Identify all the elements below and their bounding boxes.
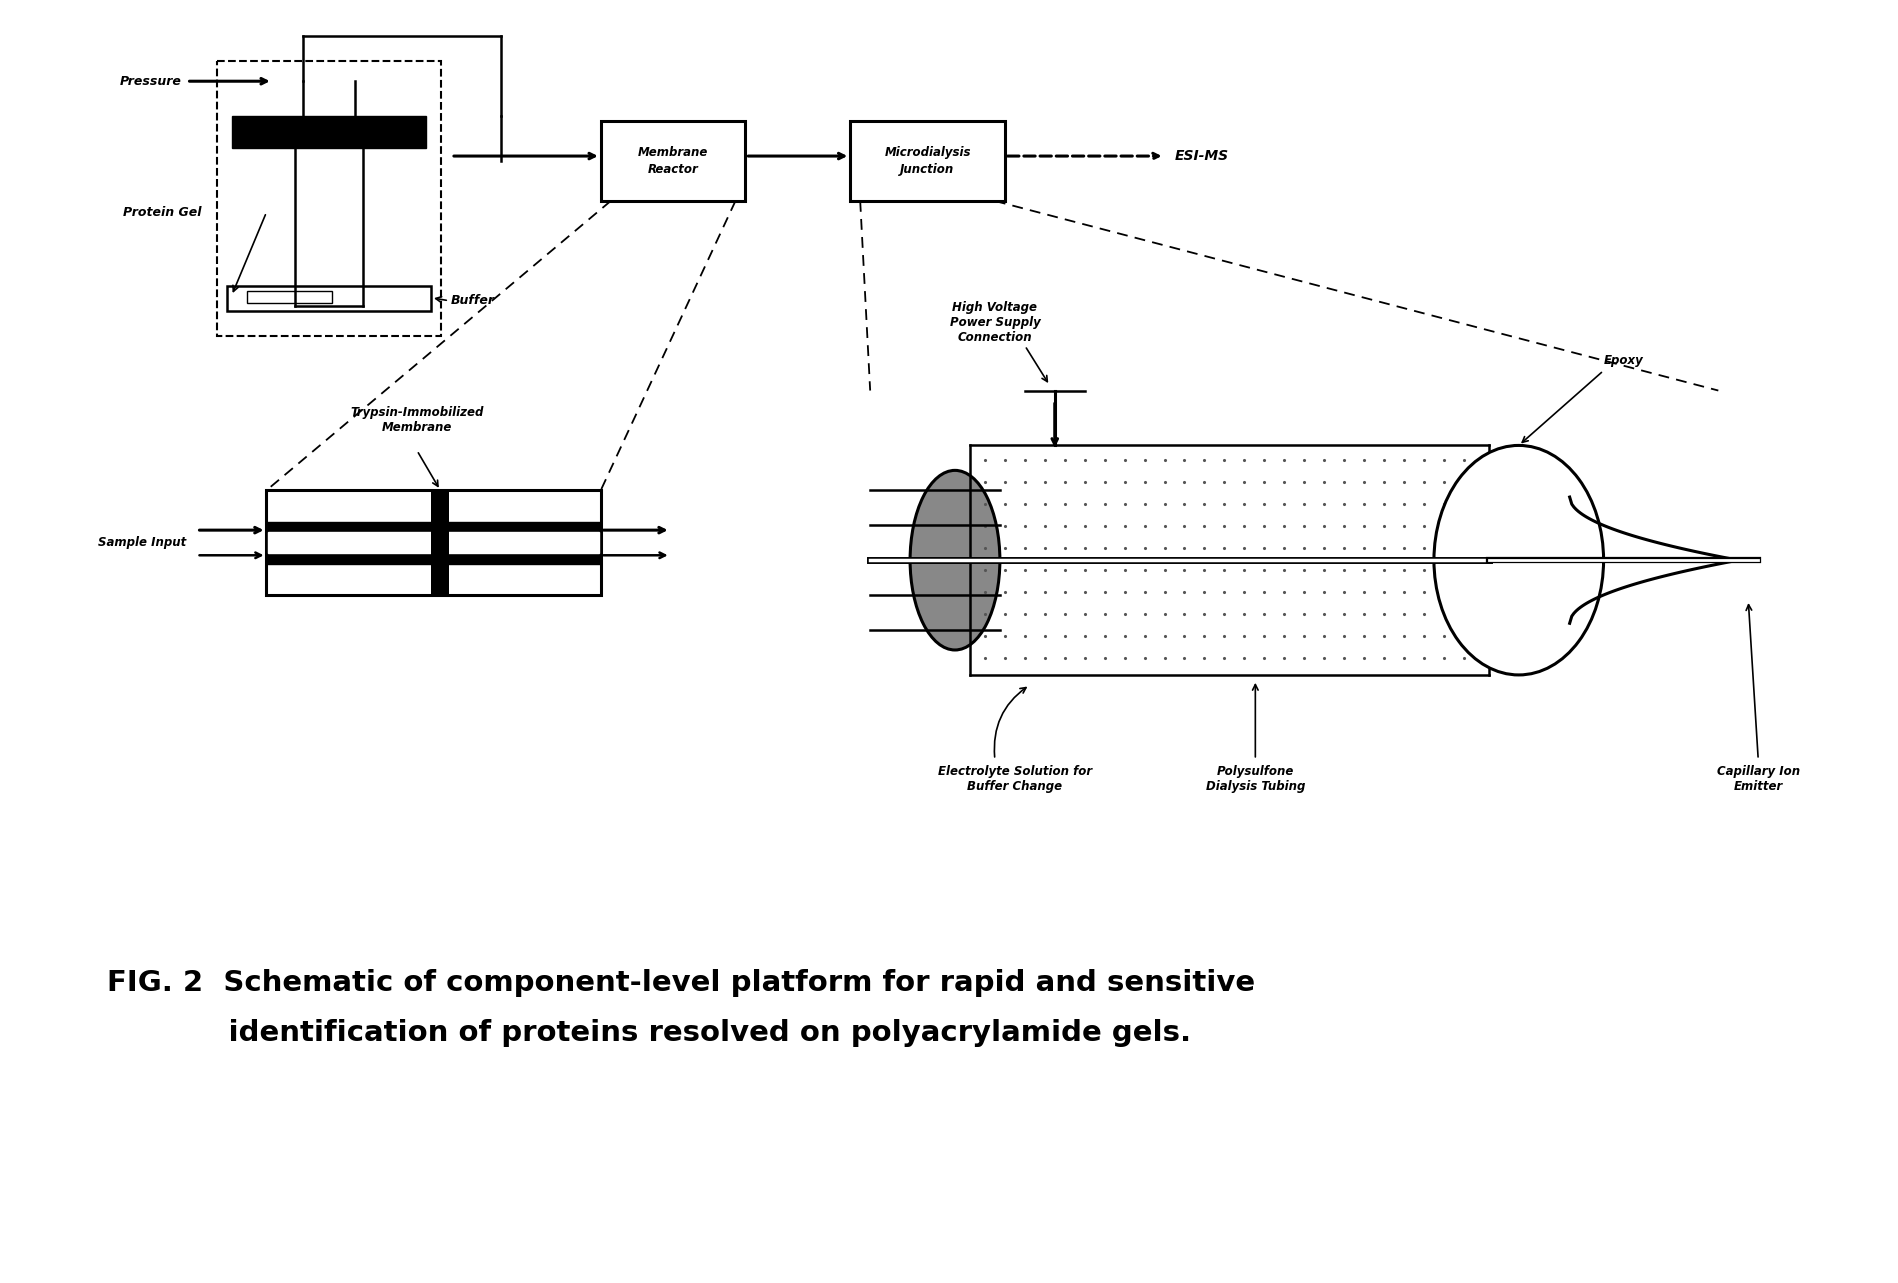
Text: Buffer: Buffer: [452, 294, 495, 307]
Text: High Voltage
Power Supply
Connection: High Voltage Power Supply Connection: [949, 300, 1040, 344]
Ellipse shape: [909, 471, 1000, 650]
Bar: [850, 121, 1004, 201]
Bar: [247, 291, 332, 303]
Text: identification of proteins resolved on polyacrylamide gels.: identification of proteins resolved on p…: [106, 1019, 1190, 1047]
Text: Membrane
Reactor: Membrane Reactor: [638, 146, 708, 176]
Text: Polysulfone
Dialysis Tubing: Polysulfone Dialysis Tubing: [1205, 765, 1306, 793]
Text: FIG. 2  Schematic of component-level platform for rapid and sensitive: FIG. 2 Schematic of component-level plat…: [106, 969, 1255, 997]
Text: ESI-MS: ESI-MS: [1175, 149, 1228, 163]
Text: Sample Input: Sample Input: [99, 536, 186, 549]
Bar: [431, 490, 450, 595]
Bar: [266, 490, 602, 595]
Bar: [266, 522, 602, 563]
Text: Pressure: Pressure: [120, 74, 182, 87]
Ellipse shape: [1435, 445, 1604, 675]
Text: Protein Gel: Protein Gel: [123, 205, 201, 218]
Text: Capillary Ion
Emitter: Capillary Ion Emitter: [1716, 765, 1799, 793]
Bar: [216, 62, 440, 336]
Text: Electrolyte Solution for
Buffer Change: Electrolyte Solution for Buffer Change: [938, 765, 1091, 793]
Text: Microdialysis
Junction: Microdialysis Junction: [884, 146, 970, 176]
Bar: [232, 117, 427, 148]
Text: Trypsin-Immobilized
Membrane: Trypsin-Immobilized Membrane: [351, 405, 484, 434]
Text: Epoxy: Epoxy: [1604, 354, 1644, 367]
Bar: [226, 286, 431, 310]
Bar: [268, 532, 598, 553]
Bar: [602, 121, 746, 201]
